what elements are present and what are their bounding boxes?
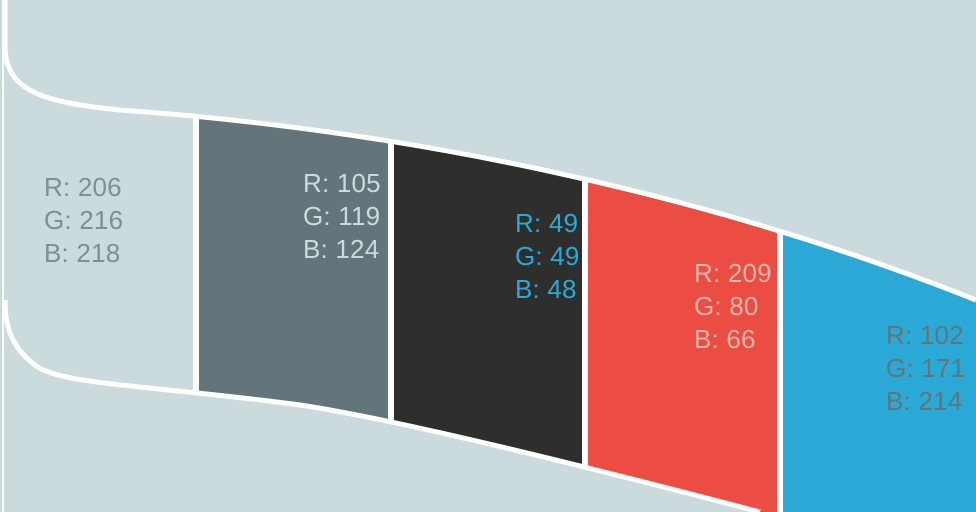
swatch-3-b-value: B: 48 (515, 274, 577, 304)
swatch-3-r-value: R: 49 (515, 208, 579, 238)
swatch-4-g-value: G: 80 (694, 291, 759, 321)
swatch-2-r-value: R: 105 (303, 168, 381, 198)
swatch-1-b-value: B: 218 (44, 238, 121, 268)
swatch-2-label: R: 105 G: 119 B: 124 (303, 167, 381, 266)
swatch-1-g-value: G: 216 (44, 205, 124, 235)
swatch-4-fill (585, 0, 780, 512)
swatch-5-fill (780, 0, 976, 512)
swatch-5-r-value: R: 102 (886, 320, 964, 350)
swatch-2-b-value: B: 124 (303, 234, 380, 264)
swatch-5-label: R: 102 G: 171 B: 214 (886, 319, 965, 418)
swatch-4-r-value: R: 209 (694, 258, 772, 288)
swatch-4-label: R: 209 G: 80 B: 66 (694, 257, 772, 356)
swatch-5-b-value: B: 214 (886, 386, 963, 416)
swatch-4-b-value: B: 66 (694, 324, 756, 354)
swatch-3-g-value: G: 49 (515, 241, 580, 271)
swatch-2-g-value: G: 119 (303, 201, 381, 231)
band-bottom-border (2, 299, 761, 512)
swatch-3-label: R: 49 G: 49 B: 48 (515, 207, 580, 306)
swatch-1-label: R: 206 G: 216 B: 218 (44, 171, 123, 270)
swatch-5-g-value: G: 171 (886, 353, 966, 383)
swatch-1-r-value: R: 206 (44, 172, 122, 202)
